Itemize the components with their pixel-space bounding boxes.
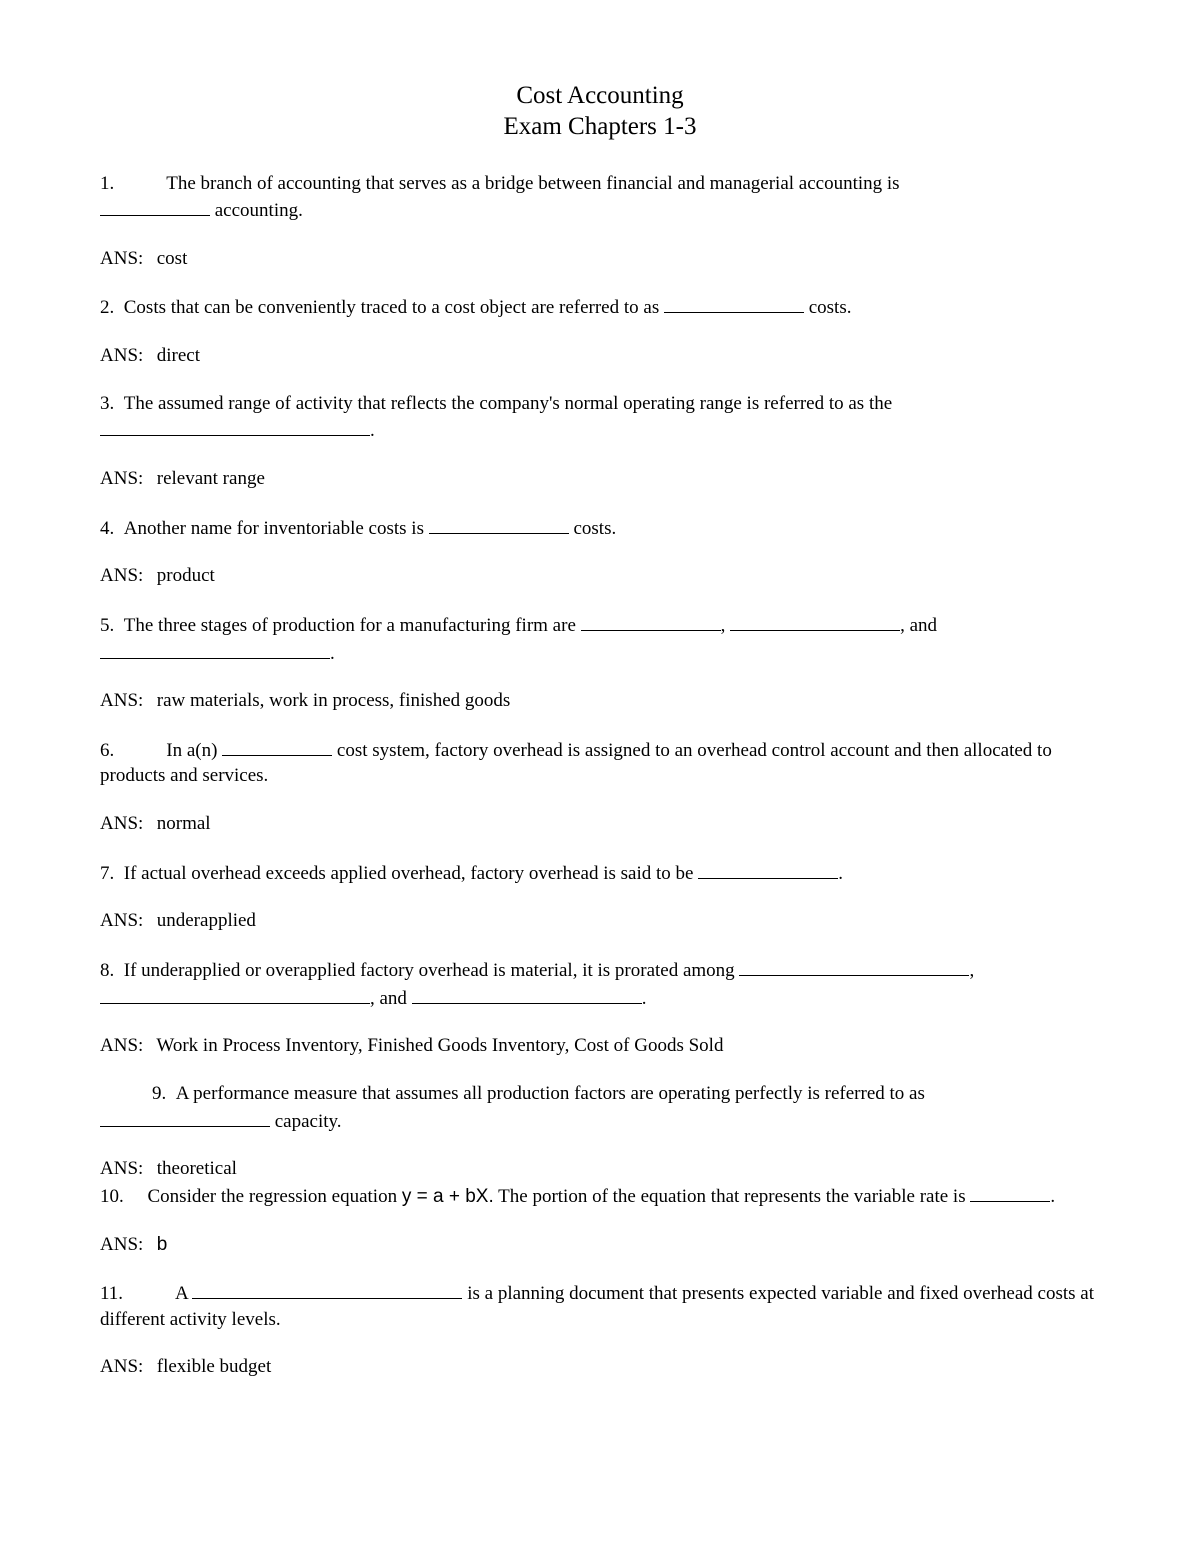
question-text: capacity.: [270, 1111, 342, 1132]
answer-3: ANS: relevant range: [100, 466, 1100, 492]
question-text: .: [1050, 1186, 1055, 1207]
question-text: , and: [370, 988, 412, 1009]
question-5: 5. The three stages of production for a …: [100, 611, 1100, 666]
answer-label: ANS:: [100, 811, 152, 837]
document-title: Cost Accounting Exam Chapters 1-3: [100, 80, 1100, 143]
answer-label: ANS:: [100, 466, 152, 492]
question-number: 6.: [100, 740, 114, 761]
question-1: 1. The branch of accounting that serves a…: [100, 171, 1100, 224]
question-11: 11.A is a planning document that present…: [100, 1279, 1100, 1332]
fill-blank: [222, 736, 332, 756]
question-text: The portion of the equation that represe…: [494, 1186, 971, 1207]
fill-blank: [100, 639, 330, 659]
question-text: The three stages of production for a man…: [124, 615, 581, 636]
answer-text: product: [157, 565, 215, 586]
question-8: 8. If underapplied or overapplied factor…: [100, 956, 1100, 1011]
fill-blank: [100, 984, 370, 1004]
answer-text: normal: [157, 813, 211, 834]
fill-blank: [412, 984, 642, 1004]
question-text: Costs that can be conveniently traced to…: [124, 297, 664, 318]
question-6: 6.In a(n) cost system, factory overhead …: [100, 736, 1100, 789]
question-number: 7.: [100, 863, 114, 884]
answer-6: ANS: normal: [100, 811, 1100, 837]
question-7: 7. If actual overhead exceeds applied ov…: [100, 859, 1100, 887]
question-2: 2. Costs that can be conveniently traced…: [100, 293, 1100, 321]
answer-4: ANS: product: [100, 563, 1100, 589]
question-number: 11.: [100, 1283, 123, 1304]
question-number: 9.: [152, 1083, 166, 1104]
answer-7: ANS: underapplied: [100, 908, 1100, 934]
answer-label: ANS:: [100, 343, 152, 369]
fill-blank: [192, 1279, 462, 1299]
fill-blank: [698, 859, 838, 879]
fill-blank: [730, 611, 900, 631]
question-text: Another name for inventoriable costs is: [124, 518, 429, 539]
question-text: costs.: [804, 297, 852, 318]
question-number: 3.: [100, 393, 114, 414]
answer-label: ANS:: [100, 908, 152, 934]
fill-blank: [429, 514, 569, 534]
answer-text: Work in Process Inventory, Finished Good…: [156, 1035, 723, 1056]
answer-label: ANS:: [100, 1232, 152, 1258]
question-number: 1.: [100, 173, 114, 194]
answer-label: ANS:: [100, 246, 152, 272]
fill-blank: [100, 416, 370, 436]
answer-8: ANS: Work in Process Inventory, Finished…: [100, 1033, 1100, 1059]
question-number: 2.: [100, 297, 114, 318]
fill-blank: [664, 293, 804, 313]
question-text: The branch of accounting that serves as …: [166, 173, 899, 194]
question-text: .: [330, 643, 335, 664]
question-text: .: [838, 863, 843, 884]
question-text: The assumed range of activity that refle…: [124, 393, 892, 414]
answer-text: b: [157, 1234, 168, 1255]
answer-10: ANS: b: [100, 1232, 1100, 1258]
equation-text: y = a + bX.: [402, 1186, 494, 1207]
fill-blank: [581, 611, 721, 631]
answer-text: direct: [157, 345, 200, 366]
answer-1: ANS: cost: [100, 246, 1100, 272]
answer-text: theoretical: [157, 1158, 237, 1179]
question-text: ,: [969, 960, 974, 981]
answer-text: relevant range: [157, 468, 265, 489]
question-number: 8.: [100, 960, 114, 981]
question-4: 4. Another name for inventoriable costs …: [100, 514, 1100, 542]
question-text: , and: [900, 615, 937, 636]
answer-9: ANS: theoretical: [100, 1156, 1100, 1182]
answer-text: cost: [157, 248, 188, 269]
title-line-1: Cost Accounting: [516, 82, 683, 109]
fill-blank: [100, 196, 210, 216]
question-number: 4.: [100, 518, 114, 539]
fill-blank: [739, 956, 969, 976]
title-line-2: Exam Chapters 1-3: [503, 113, 696, 140]
question-text: If underapplied or overapplied factory o…: [124, 960, 740, 981]
question-10: 10. Consider the regression equation y =…: [100, 1182, 1100, 1210]
question-text: If actual overhead exceeds applied overh…: [124, 863, 698, 884]
fill-blank: [970, 1182, 1050, 1202]
answer-label: ANS:: [100, 1156, 152, 1182]
question-text: A: [175, 1283, 192, 1304]
answer-text: underapplied: [157, 910, 256, 931]
question-3: 3. The assumed range of activity that re…: [100, 391, 1100, 444]
answer-label: ANS:: [100, 1354, 152, 1380]
question-text: A performance measure that assumes all p…: [176, 1083, 925, 1104]
answer-text: raw materials, work in process, finished…: [157, 690, 511, 711]
answer-label: ANS:: [100, 563, 152, 589]
question-text: ,: [721, 615, 731, 636]
question-text: .: [642, 988, 647, 1009]
answer-text: flexible budget: [157, 1356, 272, 1377]
question-number: 10.: [100, 1186, 124, 1207]
answer-2: ANS: direct: [100, 343, 1100, 369]
question-text: .: [370, 420, 375, 441]
question-9: 9. A performance measure that assumes al…: [100, 1081, 1100, 1134]
answer-label: ANS:: [100, 688, 152, 714]
question-text: In a(n): [166, 740, 222, 761]
answer-5: ANS: raw materials, work in process, fin…: [100, 688, 1100, 714]
question-number: 5.: [100, 615, 114, 636]
question-text: accounting.: [210, 200, 303, 221]
fill-blank: [100, 1107, 270, 1127]
answer-11: ANS: flexible budget: [100, 1354, 1100, 1380]
question-text: Consider the regression equation: [148, 1186, 402, 1207]
answer-label: ANS:: [100, 1033, 152, 1059]
question-text: costs.: [569, 518, 617, 539]
